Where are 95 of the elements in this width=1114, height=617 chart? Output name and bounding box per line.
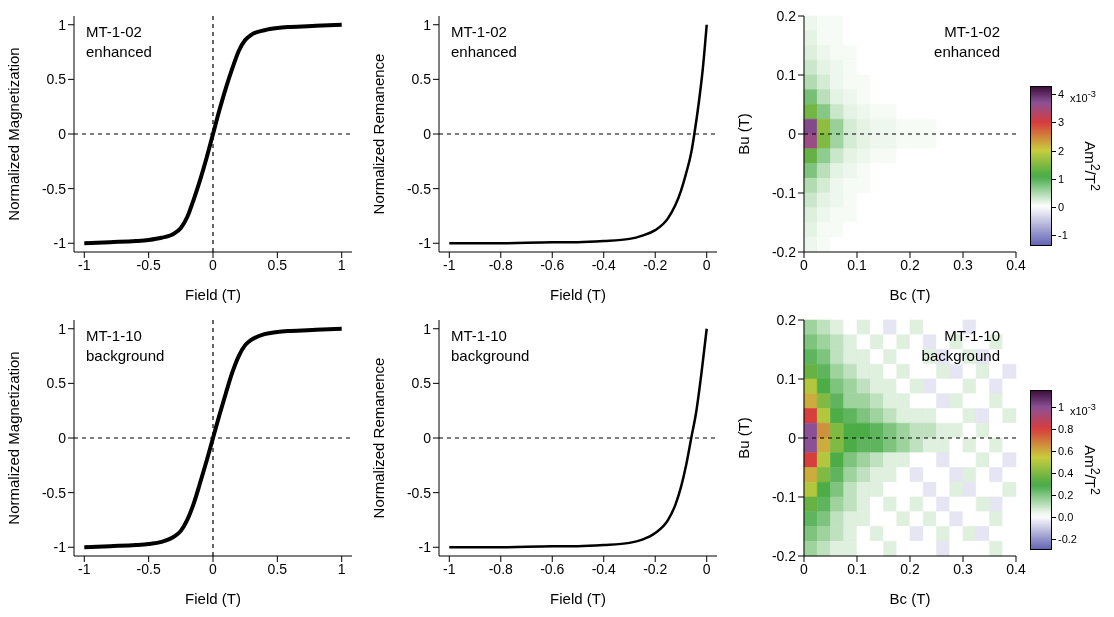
color-bar-label: -1 (1058, 227, 1068, 243)
x-tick-label: -1 (443, 256, 456, 273)
x-tick-label: -0.8 (488, 256, 514, 273)
x-tick-label: 0.4 (1006, 256, 1026, 273)
annotation: MT-1-02 enhanced (451, 22, 517, 62)
x-axis-title: Bc (T) (889, 590, 931, 607)
y-tick-label: 0.5 (46, 375, 67, 392)
y-tick-label: -0.5 (41, 180, 67, 197)
x-tick-label: 0.1 (847, 256, 867, 273)
annotation: MT-1-10 background (921, 326, 1000, 366)
x-tick-label: 0.3 (953, 256, 973, 273)
x-axis-title: Bc (T) (889, 286, 931, 303)
color-bar-label: 0.0 (1058, 509, 1074, 525)
x-tick-label: 1 (337, 560, 346, 577)
y-tick-label: -0.5 (406, 180, 432, 197)
color-bar-label: 0.6 (1058, 443, 1074, 459)
y-tick-label: 0.5 (411, 375, 432, 392)
y-tick-label: 0 (58, 429, 67, 446)
color-bar-label: -0.2 (1058, 531, 1077, 547)
y-tick-label: 1 (58, 320, 67, 337)
text: x10$^{-3}$ (1070, 88, 1096, 107)
y-tick-label: 0.2 (776, 7, 797, 24)
x-tick-label: 0.5 (267, 256, 288, 273)
y-tick-label: -0.2 (771, 547, 797, 564)
y-axis-title: Normalized Remanence (370, 357, 388, 519)
y-tick-label: 1 (423, 16, 432, 33)
y-tick-label: 0.5 (46, 71, 67, 88)
y-axis-title: Normalized Magnetization (5, 351, 23, 525)
y-tick-label: 0.5 (411, 71, 432, 88)
x-tick-label: -0.2 (643, 560, 668, 577)
x-axis-title: Field (T) (185, 286, 241, 303)
y-tick-label: 0 (423, 429, 432, 446)
y-tick-label: 0 (58, 125, 67, 142)
y-tick-label: -1 (53, 235, 67, 252)
y-axis-title: Bu (T) (735, 113, 753, 155)
x-axis-title: Field (T) (185, 590, 241, 607)
y-tick-label: 0 (788, 429, 797, 446)
x-tick-label: 0.2 (900, 560, 920, 577)
color-bar-label: 0.8 (1058, 421, 1074, 437)
x-tick-label: 0.3 (953, 560, 973, 577)
x-tick-label: 0 (209, 256, 218, 273)
y-tick-label: 0 (423, 125, 432, 142)
x-tick-label: -1 (78, 256, 91, 273)
x-tick-label: -0.6 (540, 560, 565, 577)
x-tick-label: -0.2 (643, 256, 668, 273)
y-tick-label: -1 (418, 539, 432, 556)
x-tick-label: -0.4 (591, 560, 617, 577)
color-bar-label: 3 (1058, 115, 1065, 131)
color-bar-label: 0 (1058, 199, 1065, 215)
y-tick-label: -1 (53, 539, 67, 556)
x-tick-label: -0.6 (540, 256, 565, 273)
annotation: MT-1-10 background (451, 326, 530, 366)
x-tick-label: 0.5 (267, 560, 288, 577)
y-tick-label: 0.1 (776, 66, 797, 83)
x-tick-label: -1 (78, 560, 91, 577)
y-tick-label: -0.5 (406, 484, 432, 501)
y-tick-label: 0.1 (776, 370, 797, 387)
x-axis-title: Field (T) (550, 286, 606, 303)
y-tick-label: 1 (423, 320, 432, 337)
color-bar-label: 0.2 (1058, 487, 1074, 503)
annotation: MT-1-02 enhanced (86, 22, 152, 62)
color-bar-label: 1 (1058, 399, 1065, 415)
y-tick-label: -0.2 (771, 243, 797, 260)
x-tick-label: -0.4 (591, 256, 617, 273)
x-tick-label: -0.5 (136, 560, 161, 577)
x-tick-label: 0.2 (900, 256, 920, 273)
x-tick-label: 0 (209, 560, 218, 577)
y-tick-label: 1 (58, 16, 67, 33)
x-tick-label: 0 (702, 256, 711, 273)
x-tick-label: 0.4 (1006, 560, 1026, 577)
text: x10$^{-3}$ (1070, 400, 1096, 419)
x-tick-label: 0 (702, 560, 711, 577)
x-tick-label: -1 (443, 560, 456, 577)
color-bar-label: 1 (1058, 171, 1065, 187)
y-tick-label: -0.1 (771, 184, 797, 201)
x-tick-label: 1 (337, 256, 346, 273)
color-bar-label: 4 (1058, 87, 1065, 103)
color-bar-label: 0.4 (1058, 465, 1074, 481)
x-tick-label: 0.1 (847, 560, 867, 577)
y-tick-label: -0.1 (771, 488, 797, 505)
x-axis-title: Field (T) (550, 590, 606, 607)
y-axis-title: Normalized Magnetization (5, 47, 23, 221)
y-axis-title: Normalized Remanence (370, 53, 388, 215)
x-tick-label: -0.5 (136, 256, 161, 273)
x-tick-label: -0.8 (488, 560, 514, 577)
color-bar-label: 2 (1058, 143, 1065, 159)
y-tick-label: -1 (418, 235, 432, 252)
y-axis-title: Bu (T) (735, 417, 753, 459)
y-tick-label: 0.2 (776, 311, 797, 328)
x-tick-label: 0 (800, 560, 809, 577)
annotation: MT-1-10 background (86, 326, 165, 366)
y-tick-label: 0 (788, 125, 797, 142)
x-tick-label: 0 (800, 256, 809, 273)
annotation: MT-1-02 enhanced (934, 22, 1000, 62)
y-tick-label: -0.5 (41, 484, 67, 501)
